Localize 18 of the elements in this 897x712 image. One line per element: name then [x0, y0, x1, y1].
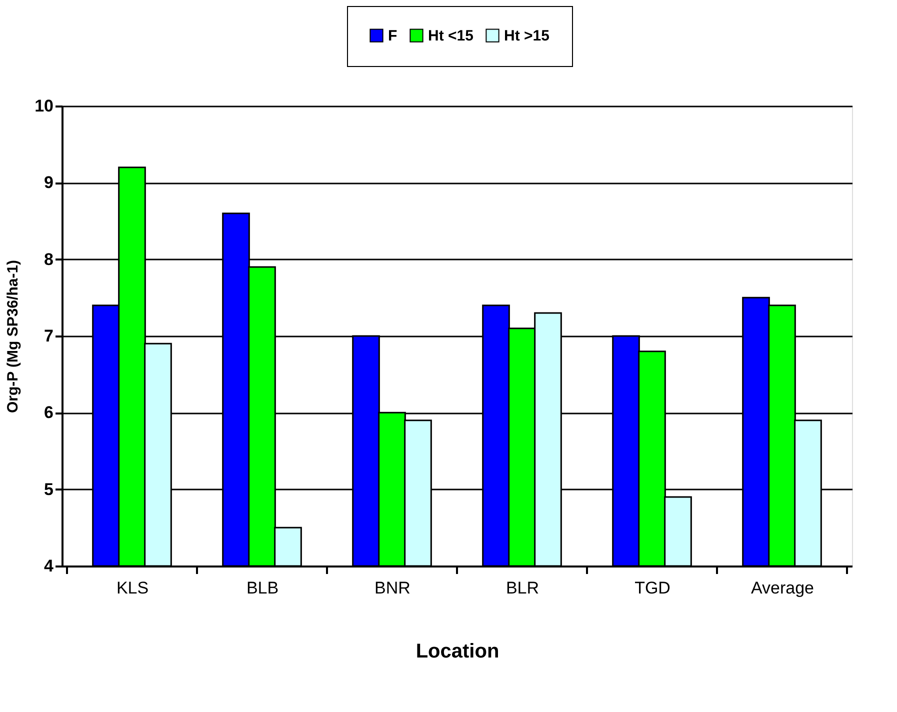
- x-tick-label: BLB: [246, 578, 279, 598]
- x-tick-label: BNR: [374, 578, 410, 598]
- y-tick-label: 4: [44, 556, 54, 576]
- x-axis-title: Location: [416, 640, 500, 662]
- y-tick-label: 5: [44, 480, 54, 499]
- legend-label: Ht >15: [504, 28, 550, 45]
- x-tick-label: BLR: [506, 578, 540, 598]
- x-tick-label: KLS: [116, 578, 149, 598]
- y-tick-label: 7: [44, 326, 54, 346]
- y-tick-label: 6: [44, 403, 54, 422]
- y-tick-label: 10: [34, 96, 54, 116]
- x-tick-label: Average: [750, 578, 814, 598]
- x-tick-label: TGD: [634, 578, 670, 598]
- legend-label: Ht <15: [428, 28, 474, 45]
- y-axis-title: Org-P (Mg SP36/ha-1): [4, 260, 22, 414]
- legend-label: F: [388, 28, 398, 45]
- y-tick-label: 8: [44, 250, 54, 269]
- y-tick-label: 9: [44, 173, 54, 192]
